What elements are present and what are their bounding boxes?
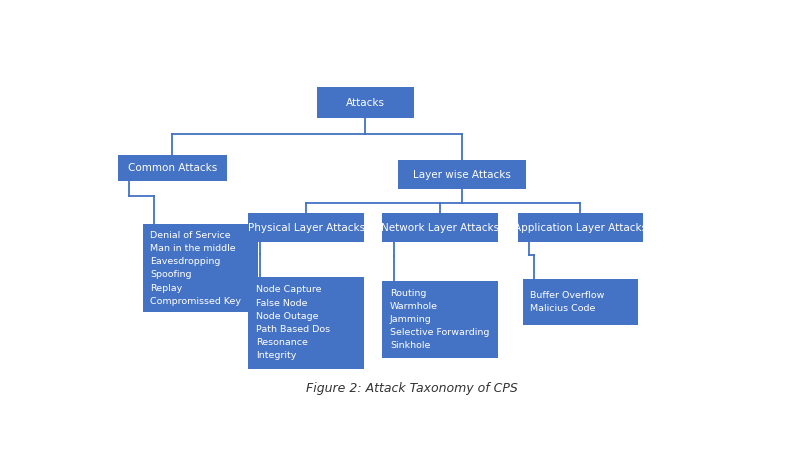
Text: Physical Layer Attacks: Physical Layer Attacks <box>247 223 365 233</box>
Text: Application Layer Attacks: Application Layer Attacks <box>513 223 646 233</box>
FancyBboxPatch shape <box>397 160 525 189</box>
Text: Layer wise Attacks: Layer wise Attacks <box>413 170 510 180</box>
FancyBboxPatch shape <box>522 279 637 325</box>
Text: Common Attacks: Common Attacks <box>128 163 217 173</box>
Text: Figure 2: Attack Taxonomy of CPS: Figure 2: Attack Taxonomy of CPS <box>306 382 517 395</box>
FancyBboxPatch shape <box>142 224 258 312</box>
Text: Network Layer Attacks: Network Layer Attacks <box>381 223 499 233</box>
FancyBboxPatch shape <box>517 213 642 242</box>
FancyBboxPatch shape <box>248 277 363 369</box>
FancyBboxPatch shape <box>248 213 363 242</box>
Text: Attacks: Attacks <box>345 98 385 108</box>
Text: Routing
Warmhole
Jamming
Selective Forwarding
Sinkhole: Routing Warmhole Jamming Selective Forwa… <box>389 289 489 350</box>
Text: Node Capture
False Node
Node Outage
Path Based Dos
Resonance
Integrity: Node Capture False Node Node Outage Path… <box>255 285 330 360</box>
FancyBboxPatch shape <box>316 87 413 119</box>
Text: Denial of Service
Man in the middle
Eavesdropping
Spoofing
Replay
Compromissed K: Denial of Service Man in the middle Eave… <box>150 231 241 306</box>
FancyBboxPatch shape <box>382 213 497 242</box>
FancyBboxPatch shape <box>382 281 497 358</box>
FancyBboxPatch shape <box>117 155 226 181</box>
Text: Buffer Overflow
Malicius Code: Buffer Overflow Malicius Code <box>529 291 604 313</box>
